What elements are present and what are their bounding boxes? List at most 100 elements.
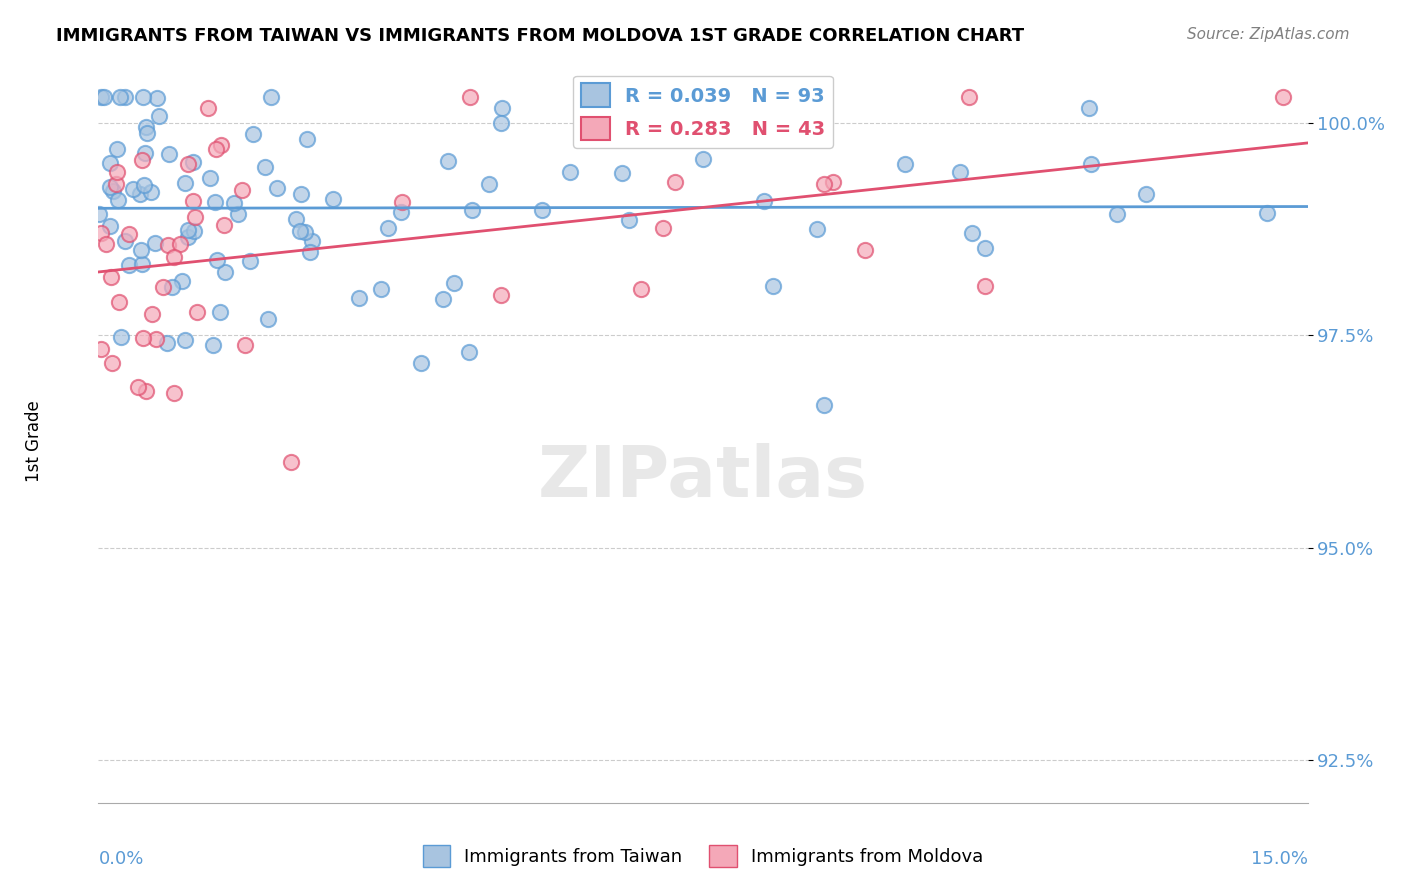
Point [377,220,399,235]
Point [288,224,311,238]
Point [205,142,228,156]
Point [118,227,141,242]
Point [1272,90,1295,104]
Point [491,116,513,130]
Point [148,109,170,123]
Point [131,257,153,271]
Text: 15.0%: 15.0% [1250,849,1308,868]
Point [107,193,129,207]
Point [214,265,236,279]
Point [170,274,193,288]
Point [204,194,226,209]
Point [761,279,783,293]
Point [391,194,413,209]
Point [152,280,174,294]
Point [181,194,204,209]
Point [1078,101,1101,115]
Point [108,294,131,309]
Point [960,226,983,240]
Point [572,90,595,104]
Point [197,101,219,115]
Point [132,90,155,104]
Point [301,234,323,248]
Point [280,455,302,469]
Point [322,192,344,206]
Point [110,90,132,104]
Point [110,330,132,344]
Point [90,226,112,240]
Point [1135,187,1157,202]
Point [146,91,169,105]
Point [290,186,312,201]
Point [458,344,481,359]
Point [1107,207,1129,221]
Point [347,291,370,305]
Point [893,157,915,171]
Legend: Immigrants from Taiwan, Immigrants from Moldova: Immigrants from Taiwan, Immigrants from … [416,838,990,874]
Point [266,180,288,194]
Point [90,90,112,104]
Point [231,183,253,197]
Point [93,90,115,104]
Point [105,177,128,191]
Point [949,165,972,179]
Point [141,307,163,321]
Point [294,225,316,239]
Point [458,90,481,104]
Point [1080,157,1102,171]
Point [409,356,432,370]
Point [370,282,392,296]
Y-axis label: 1st Grade: 1st Grade [25,401,42,483]
Point [129,187,152,202]
Point [114,90,136,104]
Point [209,138,232,153]
Point [491,101,513,115]
Point [853,243,876,257]
Point [957,90,980,104]
Point [156,237,179,252]
Point [105,165,128,179]
Point [432,293,454,307]
Point [122,182,145,196]
Point [207,252,229,267]
Point [491,288,513,302]
Point [156,336,179,351]
Point [136,127,159,141]
Point [630,283,652,297]
Point [257,312,280,326]
Point [202,338,225,352]
Point [235,338,257,352]
Point [460,202,482,217]
Point [242,127,264,141]
Point [1256,206,1278,220]
Text: 0.0%: 0.0% [98,849,143,868]
Point [651,221,673,235]
Point [101,356,124,370]
Point [101,184,124,198]
Legend: R = 0.039   N = 93, R = 0.283   N = 43: R = 0.039 N = 93, R = 0.283 N = 43 [572,76,834,148]
Point [813,398,835,412]
Point [239,253,262,268]
Point [118,258,141,272]
Point [127,380,149,394]
Point [143,236,166,251]
Point [96,236,118,251]
Point [186,305,208,319]
Point [772,131,794,145]
Point [974,241,997,255]
Point [478,177,501,191]
Point [169,236,191,251]
Point [177,156,200,170]
Point [208,305,231,319]
Point [114,234,136,248]
Point [177,222,200,236]
Point [690,105,713,120]
Point [619,213,641,227]
Point [260,90,283,104]
Point [132,331,155,345]
Point [174,177,197,191]
Point [212,219,235,233]
Point [176,230,198,244]
Point [183,210,205,224]
Point [100,269,122,284]
